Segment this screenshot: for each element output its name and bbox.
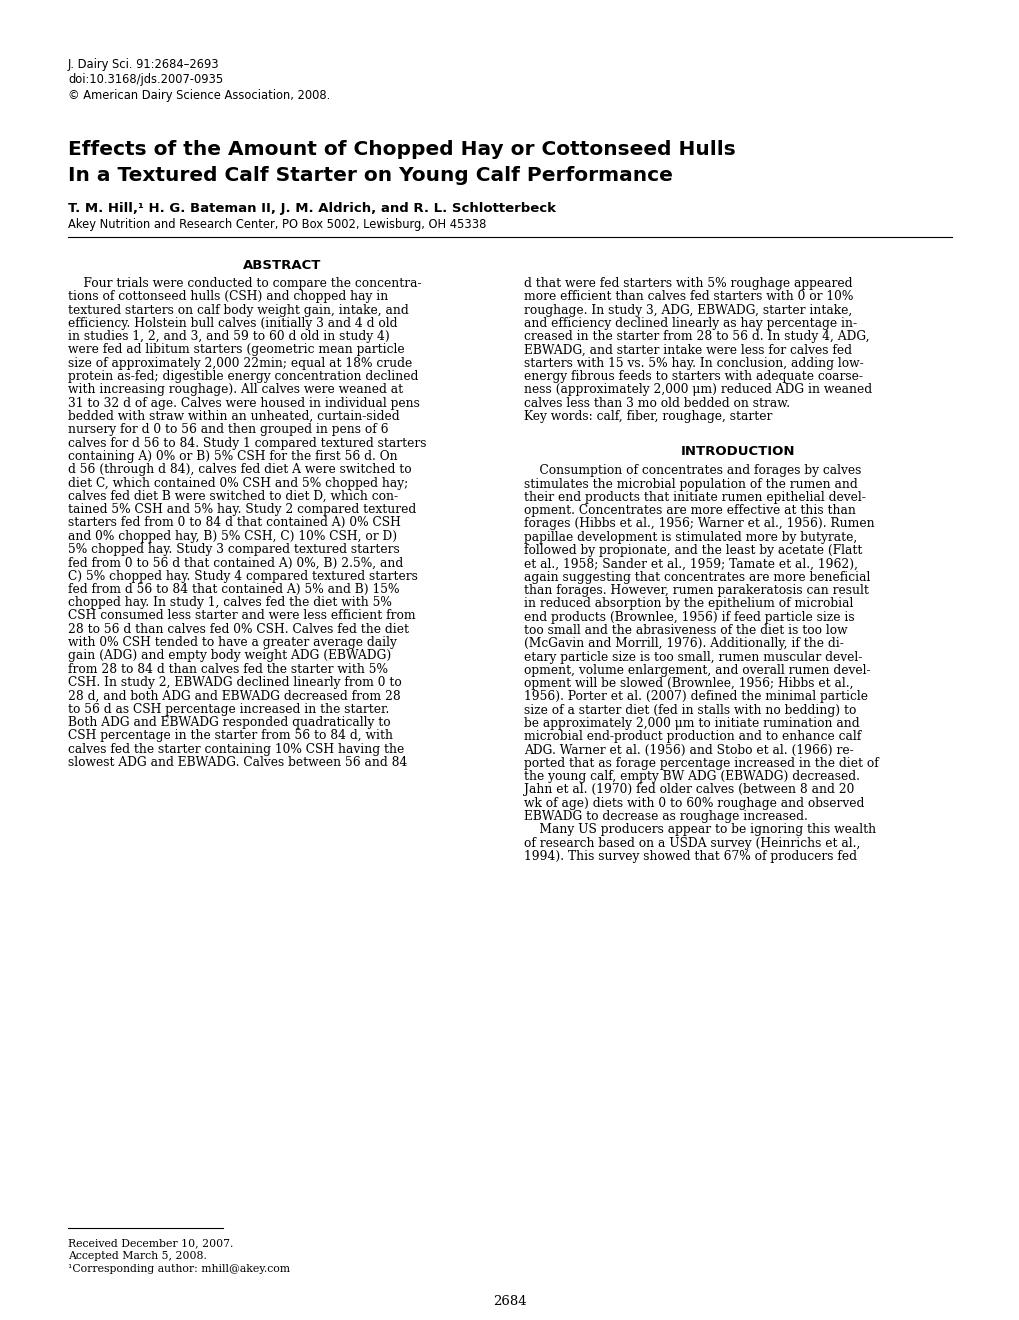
Text: calves for d 56 to 84. Study 1 compared textured starters: calves for d 56 to 84. Study 1 compared … xyxy=(68,437,426,450)
Text: EBWADG to decrease as roughage increased.: EBWADG to decrease as roughage increased… xyxy=(524,810,807,824)
Text: opment. Concentrates are more effective at this than: opment. Concentrates are more effective … xyxy=(524,504,855,517)
Text: Consumption of concentrates and forages by calves: Consumption of concentrates and forages … xyxy=(524,465,860,478)
Text: size of approximately 2,000 22min; equal at 18% crude: size of approximately 2,000 22min; equal… xyxy=(68,356,412,370)
Text: ness (approximately 2,000 μm) reduced ADG in weaned: ness (approximately 2,000 μm) reduced AD… xyxy=(524,383,871,396)
Text: fed from 0 to 56 d that contained A) 0%, B) 2.5%, and: fed from 0 to 56 d that contained A) 0%,… xyxy=(68,556,403,569)
Text: EBWADG, and starter intake were less for calves fed: EBWADG, and starter intake were less for… xyxy=(524,343,851,356)
Text: with increasing roughage). All calves were weaned at: with increasing roughage). All calves we… xyxy=(68,383,403,396)
Text: et al., 1958; Sander et al., 1959; Tamate et al., 1962),: et al., 1958; Sander et al., 1959; Tamat… xyxy=(524,557,857,570)
Text: doi:10.3168/jds.2007-0935: doi:10.3168/jds.2007-0935 xyxy=(68,74,223,87)
Text: 1994). This survey showed that 67% of producers fed: 1994). This survey showed that 67% of pr… xyxy=(524,850,856,863)
Text: papillae development is stimulated more by butyrate,: papillae development is stimulated more … xyxy=(524,531,856,544)
Text: be approximately 2,000 μm to initiate rumination and: be approximately 2,000 μm to initiate ru… xyxy=(524,717,859,730)
Text: Received December 10, 2007.: Received December 10, 2007. xyxy=(68,1238,233,1247)
Text: slowest ADG and EBWADG. Calves between 56 and 84: slowest ADG and EBWADG. Calves between 5… xyxy=(68,756,407,768)
Text: bedded with straw within an unheated, curtain-sided: bedded with straw within an unheated, cu… xyxy=(68,411,399,422)
Text: calves fed diet B were switched to diet D, which con-: calves fed diet B were switched to diet … xyxy=(68,490,397,503)
Text: opment, volume enlargement, and overall rumen devel-: opment, volume enlargement, and overall … xyxy=(524,664,870,677)
Text: size of a starter diet (fed in stalls with no bedding) to: size of a starter diet (fed in stalls wi… xyxy=(524,704,856,717)
Text: energy fibrous feeds to starters with adequate coarse-: energy fibrous feeds to starters with ad… xyxy=(524,370,862,383)
Text: with 0% CSH tended to have a greater average daily: with 0% CSH tended to have a greater ave… xyxy=(68,636,396,649)
Text: diet C, which contained 0% CSH and 5% chopped hay;: diet C, which contained 0% CSH and 5% ch… xyxy=(68,477,408,490)
Text: ABSTRACT: ABSTRACT xyxy=(243,259,321,272)
Text: ported that as forage percentage increased in the diet of: ported that as forage percentage increas… xyxy=(524,756,878,770)
Text: J. Dairy Sci. 91:2684–2693: J. Dairy Sci. 91:2684–2693 xyxy=(68,58,219,71)
Text: and 0% chopped hay, B) 5% CSH, C) 10% CSH, or D): and 0% chopped hay, B) 5% CSH, C) 10% CS… xyxy=(68,529,396,543)
Text: INTRODUCTION: INTRODUCTION xyxy=(680,445,795,458)
Text: d that were fed starters with 5% roughage appeared: d that were fed starters with 5% roughag… xyxy=(524,277,852,290)
Text: © American Dairy Science Association, 2008.: © American Dairy Science Association, 20… xyxy=(68,88,330,102)
Text: end products (Brownlee, 1956) if feed particle size is: end products (Brownlee, 1956) if feed pa… xyxy=(524,611,854,623)
Text: roughage. In study 3, ADG, EBWADG, starter intake,: roughage. In study 3, ADG, EBWADG, start… xyxy=(524,304,852,317)
Text: In a Textured Calf Starter on Young Calf Performance: In a Textured Calf Starter on Young Calf… xyxy=(68,166,673,185)
Text: tained 5% CSH and 5% hay. Study 2 compared textured: tained 5% CSH and 5% hay. Study 2 compar… xyxy=(68,503,416,516)
Text: followed by propionate, and the least by acetate (Flatt: followed by propionate, and the least by… xyxy=(524,544,861,557)
Text: Key words: calf, fiber, roughage, starter: Key words: calf, fiber, roughage, starte… xyxy=(524,411,771,422)
Text: efficiency. Holstein bull calves (initially 3 and 4 d old: efficiency. Holstein bull calves (initia… xyxy=(68,317,397,330)
Text: textured starters on calf body weight gain, intake, and: textured starters on calf body weight ga… xyxy=(68,304,409,317)
Text: and efficiency declined linearly as hay percentage in-: and efficiency declined linearly as hay … xyxy=(524,317,856,330)
Text: opment will be slowed (Brownlee, 1956; Hibbs et al.,: opment will be slowed (Brownlee, 1956; H… xyxy=(524,677,853,690)
Text: 2684: 2684 xyxy=(493,1295,526,1308)
Text: CSH consumed less starter and were less efficient from: CSH consumed less starter and were less … xyxy=(68,610,415,623)
Text: nursery for d 0 to 56 and then grouped in pens of 6: nursery for d 0 to 56 and then grouped i… xyxy=(68,424,388,437)
Text: stimulates the microbial population of the rumen and: stimulates the microbial population of t… xyxy=(524,478,857,491)
Text: the young calf, empty BW ADG (EBWADG) decreased.: the young calf, empty BW ADG (EBWADG) de… xyxy=(524,770,859,783)
Text: gain (ADG) and empty body weight ADG (EBWADG): gain (ADG) and empty body weight ADG (EB… xyxy=(68,649,391,663)
Text: etary particle size is too small, rumen muscular devel-: etary particle size is too small, rumen … xyxy=(524,651,861,664)
Text: Four trials were conducted to compare the concentra-: Four trials were conducted to compare th… xyxy=(68,277,421,290)
Text: microbial end-product production and to enhance calf: microbial end-product production and to … xyxy=(524,730,860,743)
Text: Jahn et al. (1970) fed older calves (between 8 and 20: Jahn et al. (1970) fed older calves (bet… xyxy=(524,784,854,796)
Text: CSH. In study 2, EBWADG declined linearly from 0 to: CSH. In study 2, EBWADG declined linearl… xyxy=(68,676,401,689)
Text: d 56 (through d 84), calves fed diet A were switched to: d 56 (through d 84), calves fed diet A w… xyxy=(68,463,412,477)
Text: fed from d 56 to 84 that contained A) 5% and B) 15%: fed from d 56 to 84 that contained A) 5%… xyxy=(68,583,399,595)
Text: T. M. Hill,¹ H. G. Bateman II, J. M. Aldrich, and R. L. Schlotterbeck: T. M. Hill,¹ H. G. Bateman II, J. M. Ald… xyxy=(68,202,555,215)
Text: starters fed from 0 to 84 d that contained A) 0% CSH: starters fed from 0 to 84 d that contain… xyxy=(68,516,400,529)
Text: (McGavin and Morrill, 1976). Additionally, if the di-: (McGavin and Morrill, 1976). Additionall… xyxy=(524,638,843,651)
Text: CSH percentage in the starter from 56 to 84 d, with: CSH percentage in the starter from 56 to… xyxy=(68,729,392,742)
Text: their end products that initiate rumen epithelial devel-: their end products that initiate rumen e… xyxy=(524,491,865,504)
Text: ADG. Warner et al. (1956) and Stobo et al. (1966) re-: ADG. Warner et al. (1956) and Stobo et a… xyxy=(524,743,853,756)
Text: Effects of the Amount of Chopped Hay or Cottonseed Hulls: Effects of the Amount of Chopped Hay or … xyxy=(68,140,735,158)
Text: were fed ad libitum starters (geometric mean particle: were fed ad libitum starters (geometric … xyxy=(68,343,405,356)
Text: tions of cottonseed hulls (CSH) and chopped hay in: tions of cottonseed hulls (CSH) and chop… xyxy=(68,290,388,304)
Text: Accepted March 5, 2008.: Accepted March 5, 2008. xyxy=(68,1251,207,1261)
Text: 28 to 56 d than calves fed 0% CSH. Calves fed the diet: 28 to 56 d than calves fed 0% CSH. Calve… xyxy=(68,623,409,636)
Text: 31 to 32 d of age. Calves were housed in individual pens: 31 to 32 d of age. Calves were housed in… xyxy=(68,397,420,409)
Text: more efficient than calves fed starters with 0 or 10%: more efficient than calves fed starters … xyxy=(524,290,853,304)
Text: in reduced absorption by the epithelium of microbial: in reduced absorption by the epithelium … xyxy=(524,597,853,610)
Text: again suggesting that concentrates are more beneficial: again suggesting that concentrates are m… xyxy=(524,570,869,583)
Text: to 56 d as CSH percentage increased in the starter.: to 56 d as CSH percentage increased in t… xyxy=(68,702,389,715)
Text: from 28 to 84 d than calves fed the starter with 5%: from 28 to 84 d than calves fed the star… xyxy=(68,663,387,676)
Text: protein as-fed; digestible energy concentration declined: protein as-fed; digestible energy concen… xyxy=(68,370,418,383)
Text: of research based on a USDA survey (Heinrichs et al.,: of research based on a USDA survey (Hein… xyxy=(524,837,860,850)
Text: too small and the abrasiveness of the diet is too low: too small and the abrasiveness of the di… xyxy=(524,624,847,636)
Text: forages (Hibbs et al., 1956; Warner et al., 1956). Rumen: forages (Hibbs et al., 1956; Warner et a… xyxy=(524,517,873,531)
Text: in studies 1, 2, and 3, and 59 to 60 d old in study 4): in studies 1, 2, and 3, and 59 to 60 d o… xyxy=(68,330,389,343)
Text: Akey Nutrition and Research Center, PO Box 5002, Lewisburg, OH 45338: Akey Nutrition and Research Center, PO B… xyxy=(68,218,486,231)
Text: ¹Corresponding author: mhill@akey.com: ¹Corresponding author: mhill@akey.com xyxy=(68,1265,289,1274)
Text: than forages. However, rumen parakeratosis can result: than forages. However, rumen parakeratos… xyxy=(524,583,868,597)
Text: C) 5% chopped hay. Study 4 compared textured starters: C) 5% chopped hay. Study 4 compared text… xyxy=(68,570,418,582)
Text: wk of age) diets with 0 to 60% roughage and observed: wk of age) diets with 0 to 60% roughage … xyxy=(524,797,863,809)
Text: calves less than 3 mo old bedded on straw.: calves less than 3 mo old bedded on stra… xyxy=(524,397,790,409)
Text: Many US producers appear to be ignoring this wealth: Many US producers appear to be ignoring … xyxy=(524,824,875,837)
Text: 1956). Porter et al. (2007) defined the minimal particle: 1956). Porter et al. (2007) defined the … xyxy=(524,690,867,704)
Text: 28 d, and both ADG and EBWADG decreased from 28: 28 d, and both ADG and EBWADG decreased … xyxy=(68,689,400,702)
Text: starters with 15 vs. 5% hay. In conclusion, adding low-: starters with 15 vs. 5% hay. In conclusi… xyxy=(524,356,863,370)
Text: containing A) 0% or B) 5% CSH for the first 56 d. On: containing A) 0% or B) 5% CSH for the fi… xyxy=(68,450,397,463)
Text: creased in the starter from 28 to 56 d. In study 4, ADG,: creased in the starter from 28 to 56 d. … xyxy=(524,330,869,343)
Text: chopped hay. In study 1, calves fed the diet with 5%: chopped hay. In study 1, calves fed the … xyxy=(68,597,391,610)
Text: Both ADG and EBWADG responded quadratically to: Both ADG and EBWADG responded quadratica… xyxy=(68,715,390,729)
Text: calves fed the starter containing 10% CSH having the: calves fed the starter containing 10% CS… xyxy=(68,742,404,755)
Text: 5% chopped hay. Study 3 compared textured starters: 5% chopped hay. Study 3 compared texture… xyxy=(68,543,399,556)
